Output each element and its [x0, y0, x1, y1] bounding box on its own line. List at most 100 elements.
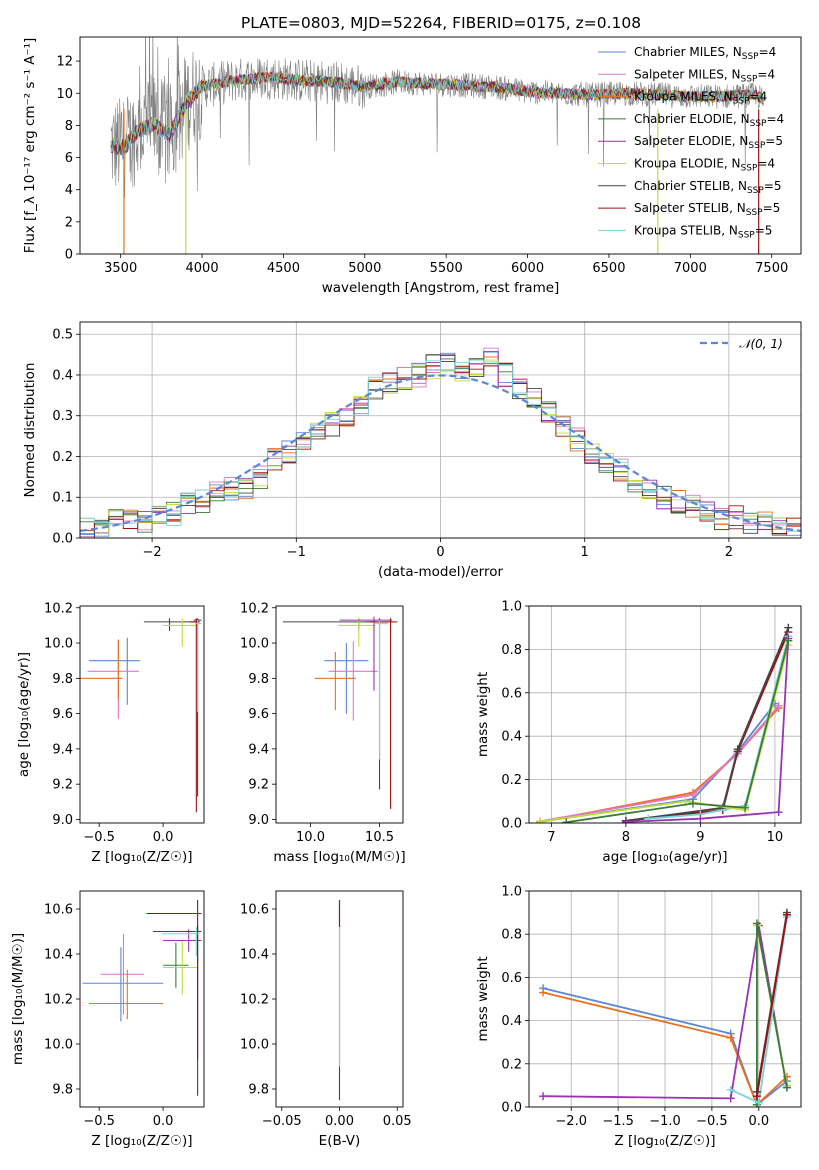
x-tick-label: 0.0	[153, 830, 174, 845]
x-tick-label: 8	[622, 830, 630, 845]
mass-weight-marker	[726, 1085, 735, 1094]
y-tick-label: 9.8	[248, 672, 269, 687]
x-tick-label: −1.5	[602, 1114, 634, 1129]
legend-label: Salpeter STELIB, NSSP=5	[634, 201, 780, 218]
mass-weight-marker	[741, 803, 750, 812]
model-spectrum-line	[110, 71, 764, 156]
x-tick-label: 7500	[755, 261, 788, 276]
y-tick-label: 9.4	[248, 742, 269, 757]
y-tick-label: 2	[65, 215, 73, 230]
legend-label: Kroupa STELIB, NSSP=5	[634, 223, 772, 240]
y-tick-label: 8	[65, 119, 73, 134]
y-tick-label: 0.0	[501, 1101, 522, 1116]
mass-weight-marker	[754, 1098, 763, 1107]
x-tick-label: −1.0	[649, 1114, 681, 1129]
mass-weight-line	[542, 991, 788, 1107]
axes-frame	[79, 890, 205, 1108]
y-tick-label: 6	[65, 151, 73, 166]
mass-weight-marker	[536, 817, 545, 823]
x-tick-label: 10	[767, 830, 784, 845]
y-tick-label: 10.6	[44, 903, 73, 918]
y-tick-label: 10.2	[240, 993, 269, 1008]
x-tick-label: 2	[725, 545, 733, 560]
y-tick-label: 10.2	[44, 601, 73, 616]
spectrum-axes: 3500 4000 4500 5000 5500 6000 6500 7000 7500 0 2 4 6…	[22, 38, 788, 296]
y-tick-label: 0.6	[501, 971, 522, 986]
massweight-vs-Z-axes: −2.0 −1.5 −1.0 −0.5 0.0 0.0 0.2 0.4 0.6 0.8 1.0 Z […	[475, 885, 801, 1149]
mass-vs-Z-axes: −0.5 0.0 9.8 10.0 10.2 10.4 10.6 Z [log₁₀(Z/Z☉)…	[10, 903, 193, 1150]
legend-label: Salpeter ELODIE, NSSP=5	[634, 134, 783, 151]
y-tick-label: 9.8	[52, 672, 73, 687]
y-tick-label: 0.4	[52, 368, 73, 383]
x-tick-label: −2.0	[555, 1114, 587, 1129]
legend-label: Chabrier ELODIE, NSSP=4	[634, 112, 784, 129]
residual-histogram	[80, 359, 801, 532]
x-tick-label: 10.5	[365, 830, 394, 845]
mass-weight-marker	[621, 817, 630, 823]
y-tick-label: 1.0	[501, 600, 522, 615]
residual-histogram	[80, 359, 801, 534]
y-tick-label: 9.2	[52, 778, 73, 793]
axes-frame	[528, 605, 802, 824]
mass-weight-line	[625, 638, 790, 823]
mass-weight-marker	[784, 636, 793, 645]
y-tick-label: 10.4	[44, 948, 73, 963]
mass-weight-line	[625, 627, 790, 822]
y-tick-label: 10.0	[240, 1038, 269, 1053]
y-tick-label: 9.6	[52, 707, 73, 722]
y-tick-label: 0.3	[52, 409, 73, 424]
y-tick-label: 9.0	[248, 813, 269, 828]
y-axis-label: age [log₁₀(age/yr)]	[16, 652, 32, 777]
mass-weight-marker	[782, 1083, 791, 1092]
residual-histogram	[80, 354, 801, 538]
x-axis-label: Z [log₁₀(Z/Z☉)]	[91, 849, 192, 865]
y-tick-label: 0.8	[501, 643, 522, 658]
mass-weight-line	[566, 640, 790, 823]
mass-weight-marker	[539, 1092, 548, 1101]
y-tick-label: 0.0	[52, 532, 73, 547]
legend-label: Kroupa ELODIE, NSSP=4	[634, 157, 775, 174]
x-tick-label: 0.0	[153, 1114, 174, 1129]
x-tick-label: −1	[287, 545, 306, 560]
x-tick-label: −0.05	[262, 1114, 302, 1129]
y-tick-label: 0.2	[501, 773, 522, 788]
figure-title: PLATE=0803, MJD=52264, FIBERID=0175, z=0…	[241, 14, 641, 32]
y-tick-label: 0.6	[501, 686, 522, 701]
mass-weight-marker	[539, 988, 548, 997]
y-tick-label: 9.4	[52, 742, 73, 757]
x-tick-label: −0.5	[83, 830, 115, 845]
x-tick-label: 9	[696, 830, 704, 845]
x-tick-label: 5000	[348, 261, 381, 276]
x-tick-label: 6000	[511, 261, 544, 276]
x-tick-label: 1	[581, 545, 589, 560]
age-vs-mass-axes: 10.0 10.5 9.0 9.2 9.4 9.6 9.8 10.0 10.2 mass [log…	[240, 601, 406, 865]
y-tick-label: 10.0	[240, 637, 269, 652]
axes-frame	[275, 890, 404, 1108]
y-tick-label: 0.4	[501, 730, 522, 745]
x-tick-label: 4000	[186, 261, 219, 276]
massweight-vs-age-axes: 7 8 9 10 0.0 0.2 0.4 0.6 0.8 1.0 age [log₁₀(age/yr…	[475, 600, 801, 865]
mass-weight-marker	[752, 1092, 761, 1101]
mass-weight-marker	[733, 745, 742, 754]
x-axis-label: E(B-V)	[319, 1133, 361, 1149]
y-tick-label: 10	[56, 87, 73, 102]
y-tick-label: 10.4	[240, 948, 269, 963]
mass-weight-marker	[774, 808, 783, 817]
y-tick-label: 0.1	[52, 491, 73, 506]
y-axis-label: Flux [f_λ 10⁻¹⁷ erg cm⁻² s⁻¹ A⁻¹]	[22, 38, 38, 254]
y-tick-label: 0.4	[501, 1014, 522, 1029]
mass-weight-marker	[782, 910, 791, 919]
legend-label-normal: 𝒩(0, 1)	[739, 337, 783, 351]
y-tick-label: 1.0	[501, 885, 522, 900]
x-tick-label: −2	[143, 545, 162, 560]
y-tick-label: 4	[65, 183, 73, 198]
y-tick-label: 0.0	[501, 817, 522, 832]
spectrum-legend: Chabrier MILES, NSSP=4 Salpeter MILES, NS…	[598, 45, 784, 240]
mass-weight-marker	[726, 1033, 735, 1042]
y-tick-label: 10.2	[44, 993, 73, 1008]
legend-label: Kroupa MILES, NSSP=4	[634, 90, 767, 107]
y-axis-label: mass weight	[475, 672, 491, 757]
axes-frame	[528, 890, 802, 1108]
y-tick-label: 9.6	[248, 707, 269, 722]
